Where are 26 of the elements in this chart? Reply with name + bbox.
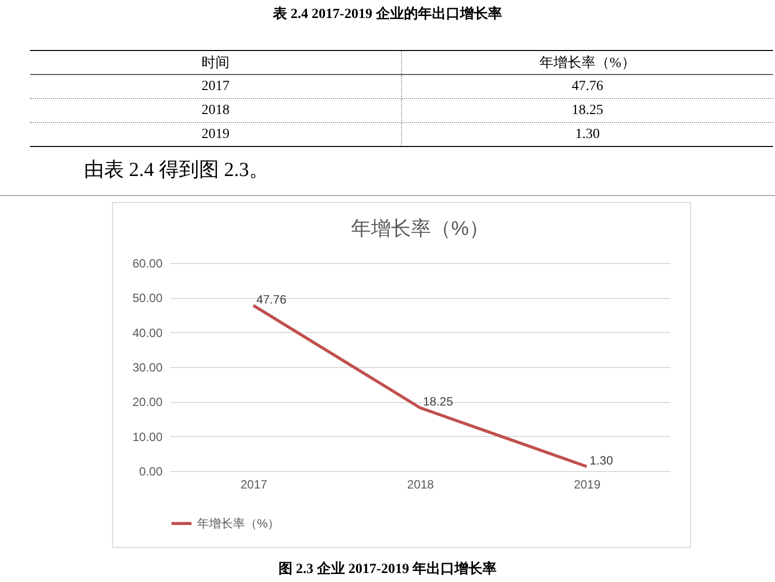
data-label: 47.76 (256, 292, 287, 306)
text: 时间 (30, 50, 402, 74)
text: 47.76 (572, 78, 604, 94)
y-tick-label: 10.00 (132, 430, 163, 444)
text: 年增长率（%） (402, 50, 773, 74)
y-tick-label: 60.00 (132, 256, 163, 270)
data-label: 1.30 (590, 453, 614, 468)
category-label: 2018 (202, 102, 230, 118)
x-tick-label: 2018 (407, 478, 434, 492)
text: 由表 2.4 得到图 2.3。 (84, 158, 269, 183)
text: 18.25 (572, 102, 604, 118)
category-label: 2017 (202, 78, 230, 94)
category-label: 2019 (202, 126, 230, 142)
text: 1.30 (575, 126, 600, 142)
x-tick-label: 2019 (574, 478, 601, 492)
legend-label: 年增长率（%） (197, 516, 280, 530)
y-tick-label: 30.00 (132, 360, 163, 374)
x-tick-label: 2017 (240, 478, 268, 492)
y-tick-label: 20.00 (132, 395, 163, 410)
y-tick-label: 50.00 (132, 291, 163, 306)
y-tick-label: 0.00 (139, 464, 163, 478)
caption: 图 2.3 企业 2017-2019 年出口增长率 (277, 560, 498, 578)
chart-title: 年增长率（%） (351, 218, 489, 240)
y-tick-label: 40.00 (132, 326, 163, 340)
text: 表 2.4 2017-2019 企业的年出口增长率 (272, 5, 503, 23)
data-label: 18.25 (423, 394, 454, 409)
